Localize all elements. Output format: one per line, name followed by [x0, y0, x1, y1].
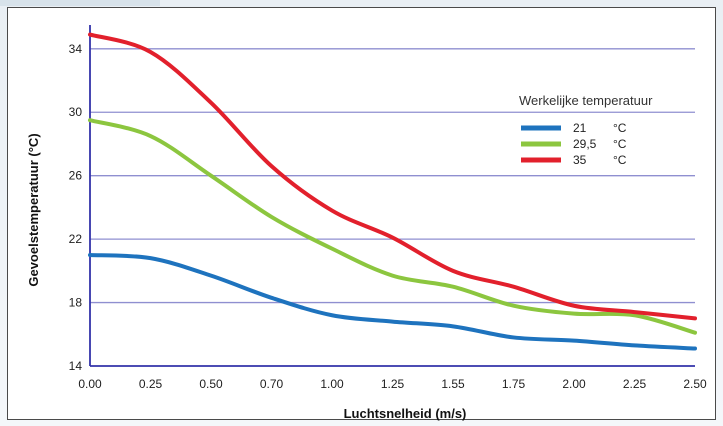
- x-tick-labels: 0.00 0.25 0.50 0.70 1.00 1.25 1.55 1.75 2.00 2.25…: [78, 377, 707, 391]
- y-tick-label: 26: [69, 169, 83, 183]
- chart-panel: [7, 7, 716, 420]
- series-lines: [88, 32, 697, 351]
- y-tick-label: 22: [69, 232, 83, 246]
- x-tick-label: 2.25: [623, 377, 647, 391]
- legend-unit: °C: [613, 137, 627, 151]
- legend-label: 29,5: [573, 137, 597, 151]
- legend: Werkelijke temperatuur 21 °C 29,5 °C 35 °C: [519, 93, 653, 167]
- y-axis-title: Gevoelstemperatuur (°C): [26, 133, 41, 286]
- top-accent-bar: [0, 0, 160, 6]
- x-tick-label: 1.25: [381, 377, 405, 391]
- x-tick-label: 0.25: [139, 377, 163, 391]
- series-line-29-5: [88, 118, 697, 335]
- x-tick-label: 1.55: [441, 377, 465, 391]
- axes: [89, 25, 695, 367]
- series-line-35: [88, 32, 697, 321]
- legend-label: 21: [573, 121, 587, 135]
- x-tick-label: 0.50: [199, 377, 223, 391]
- x-tick-label: 2.00: [562, 377, 586, 391]
- x-tick-label: 1.75: [502, 377, 526, 391]
- series-line-21: [88, 252, 697, 351]
- legend-unit: °C: [613, 153, 627, 167]
- x-tick-label: 0.70: [260, 377, 284, 391]
- y-tick-label: 30: [69, 105, 83, 119]
- legend-title: Werkelijke temperatuur: [519, 93, 653, 108]
- legend-unit: °C: [613, 121, 627, 135]
- x-axis-title: Luchtsnelheid (m/s): [344, 406, 467, 421]
- legend-label: 35: [573, 153, 587, 167]
- x-tick-label: 2.50: [683, 377, 707, 391]
- y-tick-label: 14: [69, 359, 83, 373]
- y-tick-label: 34: [69, 42, 83, 56]
- x-tick-label: 0.00: [78, 377, 102, 391]
- x-tick-label: 1.00: [320, 377, 344, 391]
- y-tick-labels: 14 18 22 26 30 34: [69, 42, 83, 373]
- y-tick-label: 18: [69, 296, 83, 310]
